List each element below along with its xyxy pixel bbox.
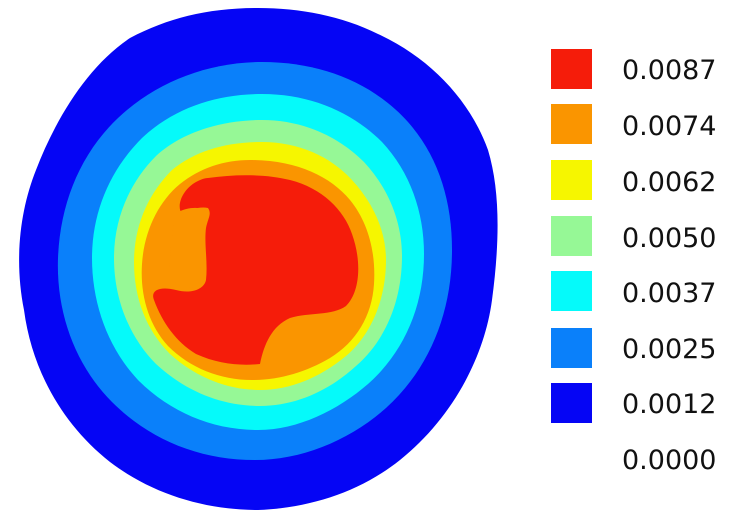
legend-swatch — [551, 104, 592, 144]
legend-label: 0.0074 — [622, 111, 716, 142]
legend-swatch — [551, 160, 592, 200]
legend-label: 0.0037 — [622, 278, 716, 309]
contour-plot — [19, 8, 498, 510]
legend-swatch — [551, 383, 592, 423]
legend: 0.0087 0.0074 0.0062 0.0050 0.0037 0.002… — [551, 49, 716, 476]
legend-label: 0.0087 — [622, 55, 716, 86]
legend-swatch — [551, 328, 592, 368]
legend-label: 0.0050 — [622, 223, 716, 254]
legend-swatch — [551, 271, 592, 311]
legend-label: 0.0012 — [622, 389, 716, 420]
legend-label: 0.0062 — [622, 167, 716, 198]
legend-label: 0.0025 — [622, 334, 716, 365]
legend-swatch — [551, 49, 592, 89]
legend-label: 0.0000 — [622, 445, 716, 476]
contour-band-0087 — [153, 175, 359, 365]
legend-swatch — [551, 216, 592, 256]
contour-island-0074 — [169, 207, 206, 288]
